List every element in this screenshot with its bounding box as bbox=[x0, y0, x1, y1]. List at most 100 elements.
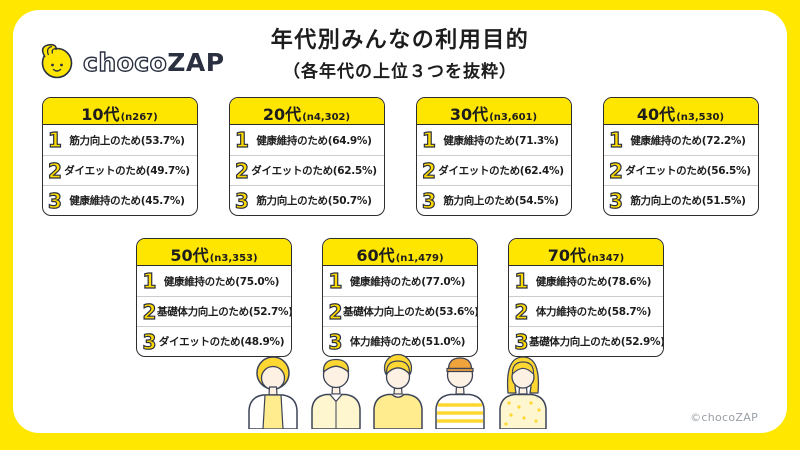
purpose-label: 体力維持のため(51.0%) bbox=[349, 336, 466, 348]
purpose-item: 3 基礎体力向上のため(52.9%) bbox=[509, 326, 663, 356]
purpose-list: 1 健康維持のため(77.0%) 2 基礎体力向上のため(53.6%) 3 体力… bbox=[323, 266, 477, 356]
purpose-item: 3 体力維持のため(51.0%) bbox=[323, 326, 477, 356]
people-illustration bbox=[243, 353, 553, 433]
purpose-item: 3 ダイエットのため(48.9%) bbox=[137, 326, 291, 356]
age-group-label: 20代 bbox=[262, 105, 302, 124]
rank-number: 2 bbox=[514, 299, 529, 324]
purpose-label: 筋力向上のため(53.7%) bbox=[69, 134, 185, 147]
page-title-block: 年代別みんなの利用目的 （各年代の上位３つを抜粋） bbox=[0, 22, 800, 82]
logo-text-zap: ZAP bbox=[167, 47, 225, 77]
age-group-label: 70代 bbox=[547, 246, 587, 265]
age-group-card: 10代 (n267) 1 筋力向上のため(53.7%) 2 ダイエットのため(49… bbox=[41, 97, 198, 216]
purpose-item: 1 健康維持のため(77.0%) bbox=[323, 266, 477, 296]
rank-number: 2 bbox=[421, 158, 436, 183]
sample-size-label: (n3,601) bbox=[489, 112, 538, 123]
purpose-item: 1 筋力向上のため(53.7%) bbox=[43, 125, 197, 155]
purpose-label: 基礎体力向上のため(53.6%) bbox=[343, 306, 478, 318]
age-group-card: 60代 (n1,479) 1 健康維持のため(77.0%) 2 基礎体力向上のため… bbox=[322, 238, 478, 357]
purpose-list: 1 健康維持のため(64.9%) 2 ダイエットのため(62.5%) 3 筋力向… bbox=[229, 125, 384, 215]
purpose-item: 1 健康維持のため(72.2%) bbox=[604, 125, 758, 155]
chocozap-logo: chocoZAP bbox=[36, 40, 225, 84]
age-group-header: 10代 (n267) bbox=[42, 98, 197, 125]
rank-number: 3 bbox=[514, 329, 529, 354]
purpose-label: 健康維持のため(78.6%) bbox=[535, 275, 652, 288]
age-group-card: 70代 (n347) 1 健康維持のため(78.6%) 2 体力維持のため(58.… bbox=[508, 238, 664, 357]
purpose-list: 1 健康維持のため(72.2%) 2 ダイエットのため(56.5%) 3 筋力向… bbox=[603, 125, 758, 215]
rank-number: 1 bbox=[514, 269, 529, 293]
rank-number: 1 bbox=[234, 128, 249, 152]
purpose-label: 体力維持のため(58.7%) bbox=[535, 306, 652, 318]
purpose-label: ダイエットのため(49.7%) bbox=[64, 165, 190, 177]
age-group-header: 70代 (n347) bbox=[509, 239, 663, 266]
purpose-item: 3 筋力向上のため(50.7%) bbox=[229, 185, 384, 215]
purpose-label: 筋力向上のため(51.5%) bbox=[630, 195, 746, 207]
sample-size-label: (n1,479) bbox=[395, 253, 444, 264]
sample-size-label: (n267) bbox=[120, 112, 158, 123]
purpose-item: 1 健康維持のため(71.3%) bbox=[417, 125, 571, 155]
person-yellow-tee bbox=[373, 353, 423, 430]
purpose-item: 3 筋力向上のため(54.5%) bbox=[416, 185, 571, 215]
purpose-label: ダイエットのため(48.9%) bbox=[158, 336, 285, 348]
rank-number: 3 bbox=[47, 188, 62, 213]
age-group-card: 20代 (n4,302) 1 健康維持のため(64.9%) 2 ダイエットのため(… bbox=[228, 97, 385, 216]
rank-number: 2 bbox=[47, 158, 62, 183]
age-group-header: 50代 (n3,353) bbox=[137, 239, 291, 266]
purpose-list: 1 筋力向上のため(53.7%) 2 ダイエットのため(49.7%) 3 健康維… bbox=[42, 125, 197, 215]
purpose-label: 基礎体力向上のため(52.7%) bbox=[157, 306, 292, 318]
person-man-shirt bbox=[311, 358, 361, 430]
rank-number: 2 bbox=[328, 299, 343, 324]
rank-number: 1 bbox=[47, 128, 62, 152]
age-group-card: 50代 (n3,353) 1 健康維持のため(75.0%) 2 基礎体力向上のため… bbox=[136, 238, 292, 357]
rank-number: 1 bbox=[142, 269, 157, 293]
purpose-item: 1 健康維持のため(64.9%) bbox=[230, 125, 384, 155]
rank-number: 1 bbox=[421, 128, 436, 152]
purpose-item: 2 体力維持のため(58.7%) bbox=[509, 296, 663, 326]
age-group-label: 10代 bbox=[81, 105, 120, 124]
rank-number: 3 bbox=[142, 329, 157, 354]
purpose-item: 3 筋力向上のため(51.5%) bbox=[603, 185, 758, 215]
page-subtitle: （各年代の上位３つを抜粋） bbox=[283, 62, 517, 82]
purpose-item: 2 ダイエットのため(62.5%) bbox=[229, 155, 384, 185]
age-group-header: 40代 (n3,530) bbox=[603, 98, 758, 125]
purpose-label: ダイエットのため(62.5%) bbox=[251, 165, 377, 177]
purpose-item: 3 健康維持のため(45.7%) bbox=[42, 185, 197, 215]
rank-number: 2 bbox=[234, 158, 249, 183]
cards-row-1: 10代 (n267) 1 筋力向上のため(53.7%) 2 ダイエットのため(49… bbox=[0, 97, 800, 216]
purpose-item: 2 ダイエットのため(62.4%) bbox=[416, 155, 571, 185]
age-group-card: 30代 (n3,601) 1 健康維持のため(71.3%) 2 ダイエットのため(… bbox=[415, 97, 572, 216]
chocozap-wordmark: chocoZAP bbox=[82, 47, 225, 77]
person-woman-bob bbox=[248, 356, 298, 430]
chocozap-logo-icon bbox=[36, 40, 76, 84]
purpose-item: 2 ダイエットのため(49.7%) bbox=[42, 155, 197, 185]
age-group-card: 40代 (n3,530) 1 健康維持のため(72.2%) 2 ダイエットのため(… bbox=[602, 97, 759, 216]
purpose-label: 健康維持のため(75.0%) bbox=[163, 275, 280, 288]
age-group-label: 30代 bbox=[449, 105, 489, 124]
sample-size-label: (n3,353) bbox=[209, 253, 258, 264]
purpose-item: 1 健康維持のため(75.0%) bbox=[137, 266, 291, 296]
sample-size-label: (n3,530) bbox=[676, 112, 725, 123]
purpose-item: 1 健康維持のため(78.6%) bbox=[509, 266, 663, 296]
purpose-label: ダイエットのため(56.5%) bbox=[625, 165, 751, 177]
rank-number: 2 bbox=[608, 158, 623, 183]
sample-size-label: (n347) bbox=[587, 253, 625, 264]
logo-text-choco: choco bbox=[82, 47, 168, 77]
purpose-label: 筋力向上のため(50.7%) bbox=[256, 195, 372, 207]
copyright-watermark: ©chocoZAP bbox=[690, 411, 758, 424]
page-title: 年代別みんなの利用目的 bbox=[270, 28, 530, 53]
purpose-label: 健康維持のため(45.7%) bbox=[69, 195, 185, 207]
rank-number: 3 bbox=[421, 188, 436, 213]
purpose-label: 基礎体力向上のため(52.9%) bbox=[529, 336, 664, 348]
purpose-label: 健康維持のため(71.3%) bbox=[443, 134, 559, 147]
rank-number: 3 bbox=[608, 188, 623, 213]
purpose-label: ダイエットのため(62.4%) bbox=[438, 165, 564, 177]
age-group-label: 40代 bbox=[636, 105, 676, 124]
purpose-list: 1 健康維持のため(78.6%) 2 体力維持のため(58.7%) 3 基礎体力… bbox=[509, 266, 663, 356]
age-group-header: 20代 (n4,302) bbox=[229, 98, 384, 125]
purpose-item: 2 ダイエットのため(56.5%) bbox=[603, 155, 758, 185]
person-woman-long-hair bbox=[499, 356, 547, 430]
rank-number: 1 bbox=[608, 128, 623, 152]
rank-number: 1 bbox=[328, 269, 343, 293]
rank-number: 3 bbox=[328, 329, 343, 354]
age-group-header: 60代 (n1,479) bbox=[323, 239, 477, 266]
purpose-label: 筋力向上のため(54.5%) bbox=[443, 195, 559, 207]
